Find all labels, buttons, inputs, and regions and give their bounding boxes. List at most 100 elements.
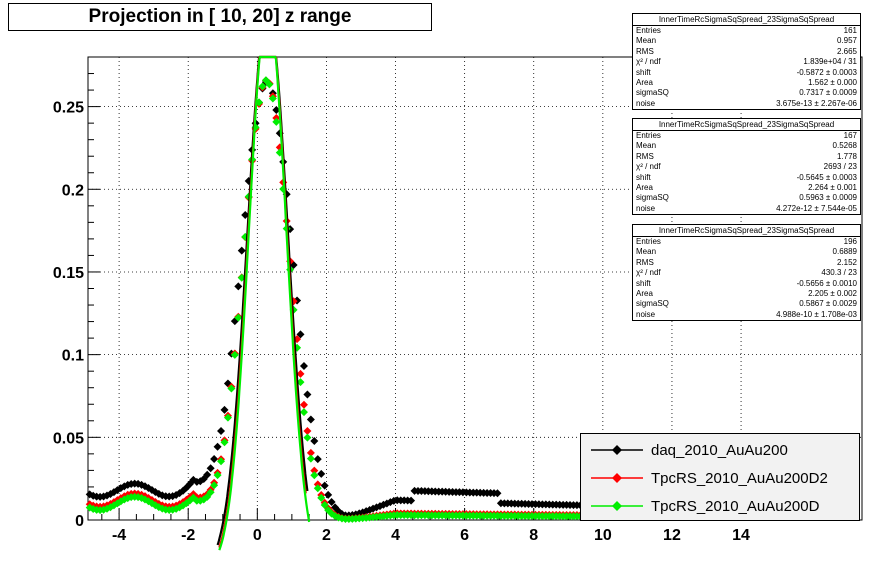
stats-key: Mean xyxy=(636,247,657,257)
stats-row: Mean 0.6889 xyxy=(633,247,860,257)
legend-entry: TpcRS_2010_AuAu200D xyxy=(581,492,861,520)
stats-header: InnerTimeRcSigmaSqSpread_23SigmaSqSpread xyxy=(633,225,860,237)
stats-value: 2.205 ± 0.002 xyxy=(808,288,857,298)
stats-header: InnerTimeRcSigmaSqSpread_23SigmaSqSpread xyxy=(633,119,860,131)
stats-key: RMS xyxy=(636,46,654,56)
stats-row: Mean 0.957 xyxy=(633,36,860,46)
stats-key: χ² / ndf xyxy=(636,162,661,172)
data-point xyxy=(320,481,329,490)
data-point xyxy=(303,433,312,442)
stats-row: Mean 0.5268 xyxy=(633,141,860,151)
y-tick-label: 0 xyxy=(75,513,84,530)
stats-key: sigmaSQ xyxy=(636,299,669,309)
stats-value: 0.5268 xyxy=(832,141,857,151)
data-point xyxy=(313,455,322,464)
data-point xyxy=(272,117,281,126)
fit-curve xyxy=(218,55,311,551)
stats-row: χ² / ndf 2693 / 23 xyxy=(633,162,860,172)
stats-value: -0.5645 ± 0.0003 xyxy=(796,172,857,182)
data-point xyxy=(217,426,226,435)
data-point xyxy=(317,493,326,502)
data-point xyxy=(306,454,315,463)
y-tick-label: 0.15 xyxy=(53,265,84,282)
data-point xyxy=(310,471,319,480)
stats-value: 430.3 / 23 xyxy=(821,268,857,278)
stats-key: shift xyxy=(636,278,651,288)
stats-value: 161 xyxy=(843,26,857,35)
stats-header: InnerTimeRcSigmaSqSpread_23SigmaSqSpread xyxy=(633,14,860,26)
data-point xyxy=(299,361,308,370)
data-point xyxy=(327,498,336,507)
stats-key: Area xyxy=(636,182,653,192)
stats-value: 4.988e-10 ± 1.708e-03 xyxy=(776,309,857,319)
legend-label: TpcRS_2010_AuAu200D xyxy=(651,497,820,515)
stats-value: 0.5867 ± 0.0029 xyxy=(799,299,857,309)
y-tick-label: 0.05 xyxy=(53,430,84,447)
stats-box-tpcrs-d: InnerTimeRcSigmaSqSpread_23SigmaSqSpread… xyxy=(632,224,861,322)
legend: daq_2010_AuAu200 TpcRS_2010_AuAu200D2 TpcR… xyxy=(580,433,860,521)
data-point xyxy=(220,438,229,447)
data-point xyxy=(299,408,308,417)
stats-row: Entries 196 xyxy=(633,237,860,247)
data-point xyxy=(223,413,232,422)
stats-value: 4.272e-12 ± 7.544e-05 xyxy=(776,203,857,213)
stats-value: -0.5656 ± 0.0010 xyxy=(796,278,857,288)
data-point xyxy=(258,82,267,91)
y-tick-label: 0.1 xyxy=(62,348,84,365)
data-point xyxy=(313,484,322,493)
data-point xyxy=(299,400,308,409)
stats-value: 2.152 xyxy=(836,257,857,267)
stats-key: Mean xyxy=(636,36,657,46)
x-tick-label: 2 xyxy=(322,527,331,544)
legend-marker xyxy=(591,473,643,483)
stats-row: RMS 2.665 xyxy=(633,47,860,57)
stats-value: 0.7317 ± 0.0009 xyxy=(799,88,857,98)
legend-entry: TpcRS_2010_AuAu200D2 xyxy=(581,464,861,492)
data-point xyxy=(493,489,502,498)
stats-value: 0.6889 xyxy=(832,247,857,257)
stats-key: sigmaSQ xyxy=(636,88,669,98)
stats-row: χ² / ndf 430.3 / 23 xyxy=(633,268,860,278)
stats-value: 196 xyxy=(843,237,857,246)
stats-row: noise 3.675e-13 ± 2.267e-06 xyxy=(633,99,860,109)
legend-label: daq_2010_AuAu200 xyxy=(651,441,788,459)
data-point xyxy=(210,455,219,464)
stats-key: Entries xyxy=(636,131,661,140)
stats-value: 0.957 xyxy=(836,36,857,46)
stats-value: 3.675e-13 ± 2.267e-06 xyxy=(776,98,857,108)
stats-key: shift xyxy=(636,67,651,77)
stats-key: sigmaSQ xyxy=(636,193,669,203)
data-point xyxy=(317,469,326,478)
data-point xyxy=(217,457,226,466)
data-point xyxy=(303,427,312,436)
stats-key: RMS xyxy=(636,151,654,161)
x-tick-label: -4 xyxy=(112,527,126,544)
stats-key: Area xyxy=(636,288,653,298)
stats-row: sigmaSQ 0.7317 ± 0.0009 xyxy=(633,88,860,98)
stats-row: χ² / ndf 1.839e+04 / 31 xyxy=(633,57,860,67)
data-point xyxy=(227,384,236,393)
stats-key: χ² / ndf xyxy=(636,268,661,278)
data-point xyxy=(296,369,305,378)
stats-row: RMS 2.152 xyxy=(633,258,860,268)
data-point xyxy=(324,490,333,499)
plot-title: Projection in [ 10, 20] z range xyxy=(8,3,432,31)
stats-row: shift -0.5872 ± 0.0003 xyxy=(633,68,860,78)
x-tick-label: 8 xyxy=(529,527,538,544)
stats-key: noise xyxy=(636,98,656,108)
stats-key: Entries xyxy=(636,237,661,246)
stats-value: 1.778 xyxy=(836,151,857,161)
stats-row: Entries 161 xyxy=(633,26,860,36)
stats-key: noise xyxy=(636,309,656,319)
stats-row: Area 2.264 ± 0.001 xyxy=(633,183,860,193)
stats-value: 2.665 xyxy=(836,46,857,56)
stats-row: Entries 167 xyxy=(633,131,860,141)
stats-key: RMS xyxy=(636,257,654,267)
stats-key: χ² / ndf xyxy=(636,57,661,67)
data-point xyxy=(210,481,219,490)
stats-value: -0.5872 ± 0.0003 xyxy=(796,67,857,77)
data-point xyxy=(213,442,222,451)
stats-value: 2693 / 23 xyxy=(823,162,857,172)
stats-row: Area 1.562 ± 0.000 xyxy=(633,78,860,88)
